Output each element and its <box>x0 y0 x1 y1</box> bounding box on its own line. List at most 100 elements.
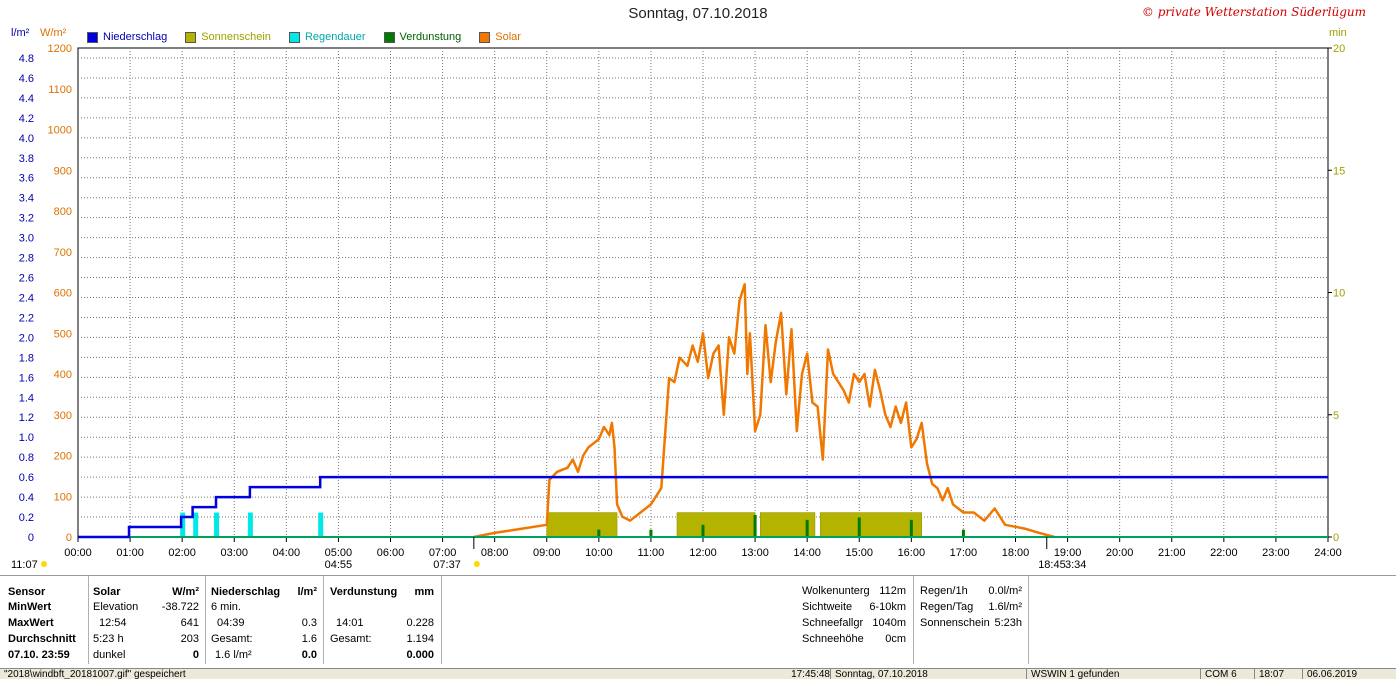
plot-area <box>77 47 1329 538</box>
weather1-label-3: Schneehöhe <box>802 633 864 645</box>
weather2-value-0: 0.0l/m² <box>988 585 1022 597</box>
y-tick-label-minutes: 15 <box>1333 165 1345 177</box>
verdunstung-bar <box>805 519 809 537</box>
regendauer-bar <box>247 512 253 537</box>
y-tick-label-niederschlag: 4.2 <box>19 113 34 125</box>
marker-left-edge: 11:07 <box>11 559 38 571</box>
x-tick-label: 17:00 <box>950 547 978 559</box>
niederschlag-column: Niederschlag l/m² 6 min. 04:39 0.3 Gesam… <box>211 576 319 668</box>
x-tick-label: 18:00 <box>1002 547 1030 559</box>
weather1-label-1: Sichtweite <box>802 601 853 613</box>
weather-column-1: Wolkenunterg 112m Sichtweite 6-10km Schn… <box>802 576 910 668</box>
y-tick-label-niederschlag: 2.4 <box>19 292 34 304</box>
sensor-row-max: MaxWert <box>8 617 54 629</box>
y-tick-label-niederschlag: 1.4 <box>19 392 34 404</box>
y-tick-label-niederschlag: 1.2 <box>19 412 34 424</box>
marker-t2: 07:37 <box>433 559 461 571</box>
verdunstung-bar <box>597 529 601 537</box>
legend-label-niederschlag: Niederschlag <box>103 31 168 43</box>
sensor-row-min: MinWert <box>8 601 52 613</box>
y-tick-label-niederschlag: 3.0 <box>19 233 34 245</box>
unit-left-outer: l/m² <box>11 27 30 39</box>
legend-item-solar: Solar <box>479 31 521 43</box>
weather2-value-2: 5:23h <box>994 617 1022 629</box>
y-tick-label-niederschlag: 2.0 <box>19 332 34 344</box>
x-tick-label: 20:00 <box>1106 547 1134 559</box>
y-tick-label-minutes: 0 <box>1333 532 1339 544</box>
y-tick-label-solar: 0 <box>66 532 72 544</box>
x-tick-label: 05:00 <box>325 547 353 559</box>
x-tick-label: 16:00 <box>898 547 926 559</box>
legend-swatch-verdunstung <box>383 31 395 43</box>
status-time: 17:45:48 <box>791 669 830 679</box>
niederschlag-value-0 <box>211 599 317 615</box>
solar-value-3: 0 <box>192 649 199 661</box>
y-tick-label-solar: 300 <box>54 410 72 422</box>
y-tick-label-niederschlag: 0.8 <box>19 452 34 464</box>
y-tick-label-niederschlag: 2.2 <box>19 312 34 324</box>
x-tick-label: 08:00 <box>481 547 509 559</box>
verdunstung-bar <box>649 529 653 537</box>
y-tick-label-niederschlag: 3.6 <box>19 173 34 185</box>
niederschlag-value-3: 0.0 <box>301 649 317 661</box>
y-tick-label-solar: 1100 <box>48 84 72 96</box>
status-clock: 18:07 <box>1254 669 1303 679</box>
legend-swatch-niederschlag <box>87 31 98 43</box>
legend-item-niederschlag: Niederschlag <box>87 31 167 43</box>
weather1-value-2: 1040m <box>872 617 906 629</box>
verdunstung-value-1: 0.228 <box>406 617 434 629</box>
regendauer-bar <box>318 512 324 537</box>
legend-swatch-sonnenschein <box>185 31 197 43</box>
sun-marker-icon <box>41 561 47 567</box>
weather1-value-0: 112m <box>879 585 906 597</box>
verdunstung-label-2: Gesamt: <box>330 633 372 645</box>
legend-item-sonnenschein: Sonnenschein <box>185 31 271 43</box>
sonnenschein-bar <box>676 512 756 538</box>
verdunstung-column: Verdunstung mm 14:01 0.228 Gesamt: 1.194… <box>330 576 438 668</box>
y-tick-label-niederschlag: 1.0 <box>19 432 34 444</box>
x-tick-label: 22:00 <box>1210 547 1238 559</box>
weather1-label-0: Wolkenunterg <box>802 585 870 597</box>
weather-column-2: Regen/1h 0.0l/m² Regen/Tag 1.6l/m² Sonne… <box>920 576 1026 668</box>
legend-label-sonnenschein: Sonnenschein <box>201 31 271 43</box>
verdunstung-bar <box>701 524 705 537</box>
column-divider <box>205 576 206 664</box>
marker-t1: 04:55 <box>325 559 353 571</box>
niederschlag-value-1: 0.3 <box>301 617 317 629</box>
column-divider <box>913 576 914 664</box>
x-tick-label: 07:00 <box>429 547 457 559</box>
solar-value-1: 641 <box>180 617 199 629</box>
y-tick-label-solar: 200 <box>54 451 72 463</box>
verdunstung-value-3: 0.000 <box>406 649 434 661</box>
niederschlag-value-2: 1.6 <box>301 633 317 645</box>
weather2-value-1: 1.6l/m² <box>988 601 1022 613</box>
solar-value-2: 203 <box>180 633 199 645</box>
y-tick-label-solar: 400 <box>54 369 72 381</box>
verdunstung-bar <box>961 529 965 537</box>
x-tick-label: 02:00 <box>168 547 196 559</box>
x-tick-label: 03:00 <box>220 547 248 559</box>
legend-label-verdunstung: Verdunstung <box>399 31 462 43</box>
y-tick-label-niederschlag: 3.2 <box>19 213 34 225</box>
status-date: Sonntag, 07.10.2018 <box>830 669 1025 679</box>
y-tick-label-niederschlag: 0 <box>28 532 34 544</box>
info-panel: Sensor MinWert MaxWert Durchschnitt 07.1… <box>0 575 1396 668</box>
x-tick-label: 09:00 <box>533 547 561 559</box>
status-today: 06.06.2019 <box>1302 669 1396 679</box>
weather2-label-0: Regen/1h <box>920 585 968 597</box>
verdunstung-label-1: 14:01 <box>336 617 364 629</box>
column-divider <box>441 576 442 664</box>
legend-label-regendauer: Regendauer <box>304 31 366 43</box>
y-tick-label-solar: 900 <box>54 165 72 177</box>
status-bar: "2018\windbft_20181007.gif" gespeichert … <box>0 668 1396 679</box>
weather2-label-1: Regen/Tag <box>920 601 974 613</box>
verdunstung-bar <box>909 519 913 537</box>
y-tick-label-niederschlag: 3.8 <box>19 153 34 165</box>
niederschlag-header: Niederschlag <box>211 586 281 598</box>
verdunstung-bar <box>753 514 757 537</box>
sunrise-marker-icon <box>473 561 480 567</box>
verdunstung-bar <box>857 517 861 537</box>
x-tick-label: 13:00 <box>741 547 769 559</box>
solar-line <box>473 283 1055 539</box>
sensor-row-current: 07.10. 23:59 <box>8 649 70 661</box>
